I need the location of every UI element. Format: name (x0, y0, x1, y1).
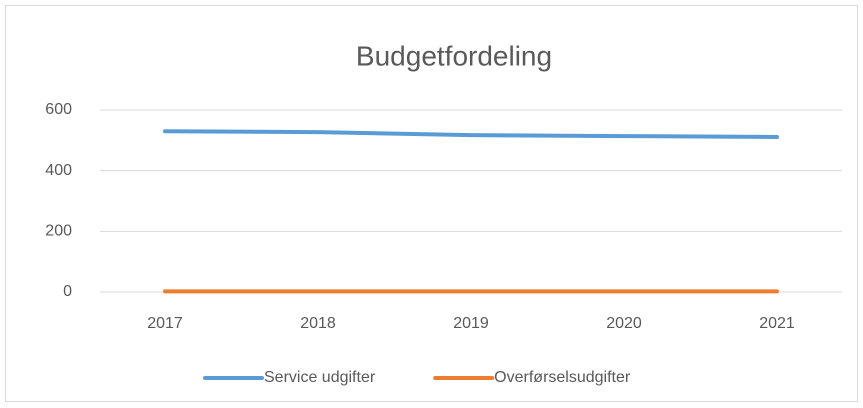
x-tick-label: 2018 (300, 315, 336, 332)
x-tick-label: 2017 (147, 315, 183, 332)
x-tick-label: 2019 (453, 315, 489, 332)
x-tick-label: 2020 (606, 315, 642, 332)
chart-frame (5, 5, 858, 402)
y-tick-label: 0 (63, 283, 72, 300)
x-tick-label: 2021 (759, 315, 795, 332)
y-tick-label: 200 (45, 223, 72, 240)
chart-title: Budgetfordeling (356, 40, 552, 71)
legend-label: Service udgifter (264, 369, 376, 386)
line-series (163, 129, 779, 139)
y-tick-label: 400 (45, 162, 72, 179)
legend-label: Overførselsudgifter (494, 369, 631, 386)
y-tick-label: 600 (45, 101, 72, 118)
